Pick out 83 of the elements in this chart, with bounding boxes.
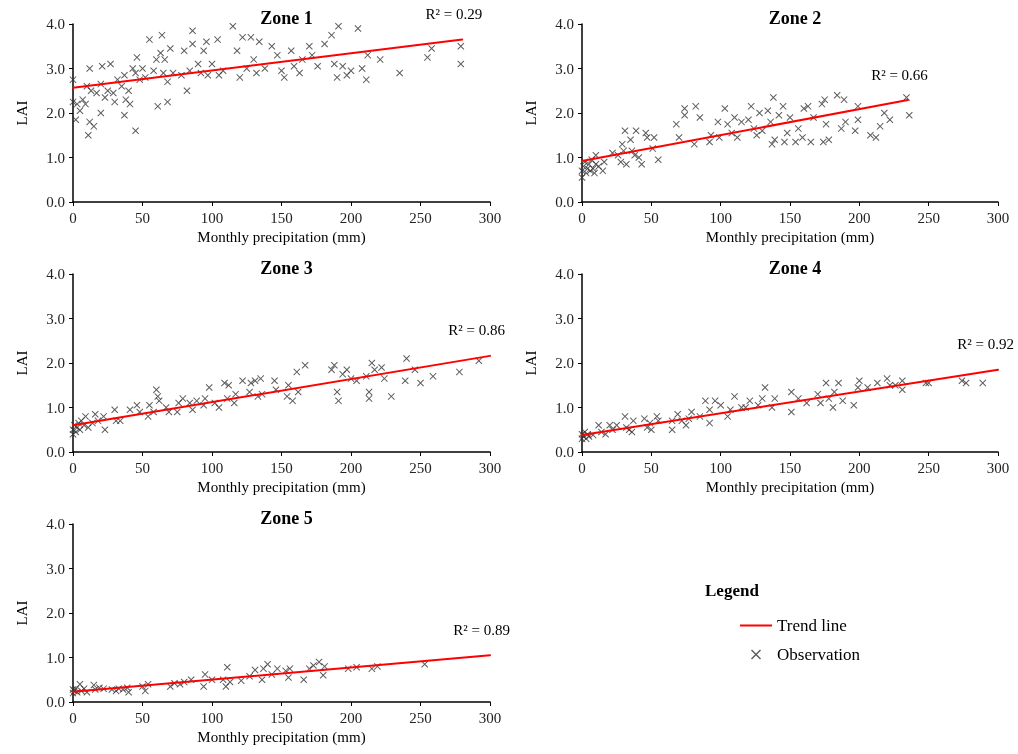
chart-title: Zone 2 (768, 8, 822, 28)
y-axis-title: LAI (13, 350, 30, 376)
y-axis-title: LAI (522, 350, 539, 376)
y-tick-label: 0.0 (46, 444, 65, 460)
x-tick-label: 300 (986, 459, 1010, 476)
y-tick-label: 0.0 (46, 194, 65, 210)
x-axis-title: Monthly precipitation (mm) (197, 729, 366, 747)
x-tick-label: 300 (478, 209, 502, 226)
y-tick-label: 1.0 (555, 399, 574, 416)
chart-title: Zone 1 (260, 8, 313, 28)
x-tick-label: 150 (778, 209, 802, 226)
annotation: R² = 0.86 (448, 322, 506, 339)
y-tick-label: 4.0 (46, 16, 65, 32)
x-axis-title: Monthly precipitation (mm) (705, 229, 875, 247)
x-axis-title: Monthly precipitation (mm) (705, 479, 875, 497)
x-tick-label: 200 (848, 459, 871, 476)
legend-label: Trend line (777, 616, 847, 635)
x-tick-label: 150 (270, 459, 293, 476)
y-axis-title: LAI (13, 100, 30, 126)
annotation: R² = 0.66 (871, 66, 929, 83)
x-tick-label: 150 (270, 709, 293, 726)
y-tick-label: 4.0 (555, 16, 574, 32)
x-tick-label: 200 (339, 209, 363, 226)
x-tick-label: 0 (69, 709, 77, 726)
y-tick-label: 1.0 (555, 149, 574, 166)
x-tick-label: 250 (409, 209, 432, 226)
x-tick-label: 250 (409, 459, 432, 476)
y-tick-label: 4.0 (555, 266, 574, 282)
annotation: R² = 0.92 (957, 336, 1014, 353)
x-tick-label: 250 (917, 209, 940, 226)
y-tick-label: 1.0 (46, 649, 65, 666)
x-tick-label: 300 (986, 209, 1010, 226)
x-axis-title: Monthly precipitation (mm) (197, 229, 366, 247)
y-tick-label: 2.0 (555, 105, 574, 121)
y-tick-label: 0.0 (46, 694, 65, 710)
annotation: R² = 0.29 (425, 6, 483, 23)
y-tick-label: 3.0 (555, 310, 574, 327)
chart-title: Zone 4 (768, 258, 822, 278)
x-tick-label: 50 (135, 209, 150, 226)
y-axis-title: LAI (13, 600, 30, 626)
y-tick-label: 3.0 (46, 60, 65, 77)
y-tick-label: 4.0 (46, 516, 65, 532)
x-tick-label: 250 (917, 459, 940, 476)
x-tick-label: 100 (200, 459, 224, 476)
y-tick-label: 2.0 (46, 355, 65, 371)
x-axis-title: Monthly precipitation (mm) (197, 479, 366, 497)
legend-title: Legend (705, 581, 760, 600)
x-tick-label: 0 (578, 209, 586, 226)
y-tick-label: 0.0 (555, 194, 574, 210)
x-tick-label: 0 (69, 459, 77, 476)
x-tick-label: 300 (478, 709, 502, 726)
x-tick-label: 100 (709, 459, 732, 476)
y-tick-label: 4.0 (46, 266, 65, 282)
x-tick-label: 300 (478, 459, 502, 476)
x-tick-label: 200 (848, 209, 871, 226)
y-tick-label: 2.0 (46, 605, 65, 621)
x-tick-label: 150 (778, 459, 802, 476)
annotation: R² = 0.89 (453, 621, 510, 638)
x-tick-label: 50 (135, 459, 150, 476)
chart-title: Zone 3 (260, 258, 313, 278)
x-tick-label: 200 (339, 709, 363, 726)
y-tick-label: 2.0 (555, 355, 574, 371)
x-tick-label: 150 (270, 209, 293, 226)
x-tick-label: 0 (69, 209, 77, 226)
y-axis-title: LAI (522, 100, 539, 126)
y-tick-label: 1.0 (46, 149, 65, 166)
y-tick-label: 1.0 (46, 399, 65, 416)
x-tick-label: 100 (200, 709, 224, 726)
y-tick-label: 0.0 (555, 444, 574, 460)
y-tick-label: 2.0 (46, 105, 65, 121)
y-tick-label: 3.0 (46, 560, 65, 577)
x-tick-label: 50 (643, 459, 659, 476)
x-tick-label: 0 (578, 459, 586, 476)
x-tick-label: 100 (200, 209, 224, 226)
chart-title: Zone 5 (260, 508, 313, 528)
x-tick-label: 50 (643, 209, 659, 226)
x-tick-label: 250 (409, 709, 432, 726)
x-tick-label: 100 (709, 209, 732, 226)
x-tick-label: 50 (135, 709, 150, 726)
x-tick-label: 200 (339, 459, 363, 476)
y-tick-label: 3.0 (555, 60, 574, 77)
y-tick-label: 3.0 (46, 310, 65, 327)
legend-label: Observation (777, 645, 861, 664)
